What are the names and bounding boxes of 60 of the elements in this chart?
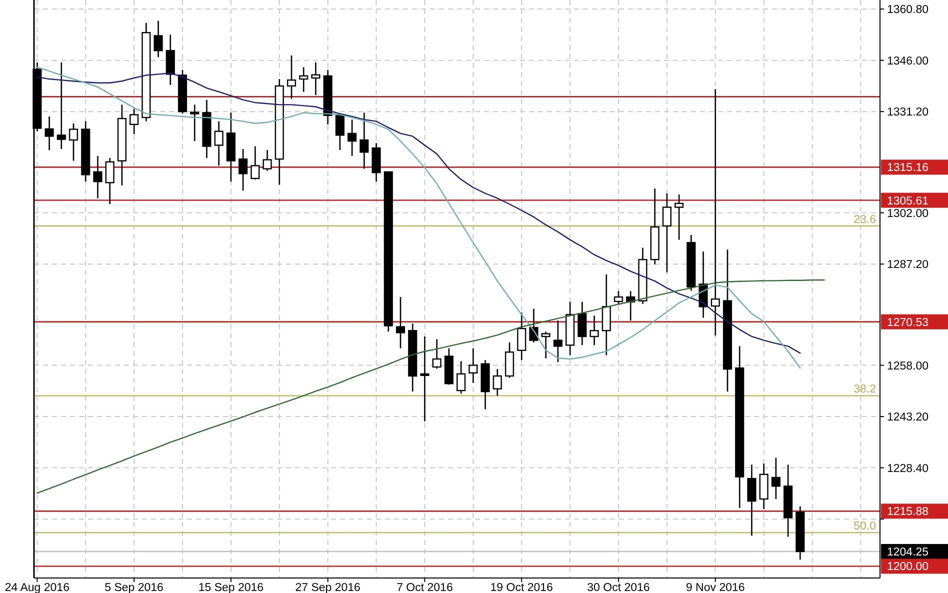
candlestick [93, 155, 102, 199]
candlestick [348, 118, 357, 157]
y-tick-label: 1258.00 [887, 360, 929, 372]
candlestick [747, 464, 756, 536]
ref-line-label: 1305.61 [887, 195, 929, 208]
y-tick-label: 1346.00 [887, 55, 929, 68]
y-tick-label: 1228.40 [887, 462, 929, 475]
candlestick [154, 20, 163, 58]
candlestick [105, 157, 114, 205]
candlestick [674, 194, 684, 240]
candlestick [44, 116, 54, 151]
candlestick [56, 62, 66, 150]
candlestick [541, 330, 550, 359]
candlestick [166, 34, 175, 86]
candlestick [286, 54, 296, 100]
x-tick-label: 19 Oct 2016 [490, 582, 553, 593]
ref-line-label: 1215.88 [887, 506, 929, 518]
candlestick [578, 301, 587, 346]
ref-line-label: 1204.25 [887, 546, 929, 559]
candlestick [492, 368, 502, 396]
candlestick [456, 360, 466, 394]
candlestick [529, 308, 538, 344]
candlestick [360, 112, 369, 170]
candlestick [602, 274, 611, 356]
candlestick [420, 336, 430, 422]
ref-line-label: 1200.00 [887, 561, 929, 574]
annotation: 50.0 [854, 520, 876, 533]
candlestick [553, 320, 562, 363]
candlestick [614, 290, 624, 305]
candlestick [771, 457, 780, 500]
candlestick [68, 122, 78, 162]
annotation: 23.6 [854, 214, 876, 226]
candlestick [517, 312, 526, 361]
candlestick [468, 348, 478, 384]
candlestick [250, 146, 260, 180]
candlestick [432, 338, 442, 370]
annotation: 38.2 [854, 384, 876, 396]
candlestick [335, 113, 344, 151]
x-tick-label: 30 Oct 2016 [587, 582, 650, 593]
candlestick [504, 342, 514, 378]
candlestick [214, 120, 224, 166]
line-series [36, 279, 825, 494]
candlestick [238, 148, 248, 192]
candlestick [590, 315, 599, 346]
y-tick-label: 1360.80 [887, 4, 929, 16]
x-tick-label: 9 Nov 2016 [686, 582, 745, 593]
y-tick-label: 1243.20 [887, 412, 929, 424]
ref-line-label: 1315.16 [887, 162, 929, 174]
ref-line-label: 1270.53 [887, 316, 929, 329]
candlestick [299, 66, 308, 93]
x-tick-label: 7 Oct 2016 [396, 582, 453, 593]
candlestick [130, 108, 139, 135]
y-tick-label: 1287.20 [887, 259, 929, 272]
candlestick [396, 296, 406, 349]
candlestick [262, 149, 272, 172]
candlestick [662, 192, 672, 274]
y-tick-label: 1302.00 [887, 208, 929, 220]
y-tick-label: 1331.20 [887, 106, 929, 119]
candlestick [190, 104, 200, 142]
candlestick [311, 62, 320, 96]
